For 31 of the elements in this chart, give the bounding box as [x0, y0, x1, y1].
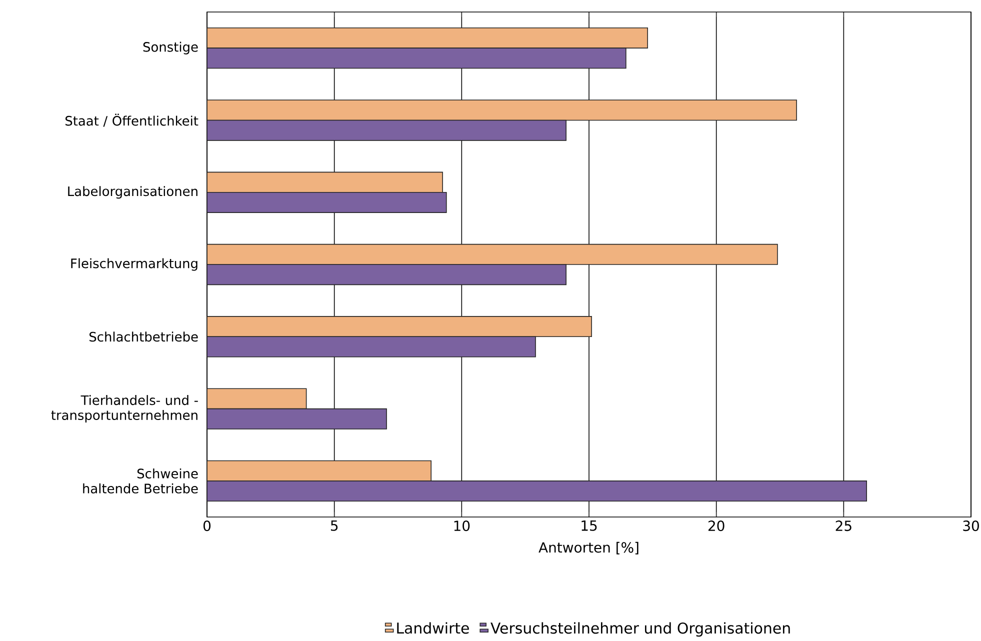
x-tick-label: 0 — [203, 520, 211, 532]
bar — [207, 27, 648, 48]
x-tick-label: 30 — [963, 520, 979, 532]
y-tick-label: Tierhandels- und -transportunternehmen — [51, 395, 198, 423]
y-tick-label: Sonstige — [143, 42, 198, 54]
bar — [207, 480, 867, 502]
legend-label: Versuchsteilnehmer und Organisationen — [490, 622, 790, 637]
bar — [207, 460, 432, 482]
y-tick-label: Schweine haltende Betriebe — [83, 468, 198, 494]
bar — [207, 336, 536, 358]
bar — [207, 192, 447, 213]
x-tick-label: 20 — [708, 520, 724, 532]
legend-label: Landwirte — [397, 622, 469, 634]
x-tick-label: 5 — [330, 520, 338, 531]
bar — [207, 120, 566, 141]
bar — [207, 264, 566, 286]
x-tick-label: 15 — [582, 520, 597, 531]
bar — [207, 316, 592, 338]
x-tick-label: 25 — [836, 520, 852, 532]
bar — [207, 408, 387, 430]
y-tick-label: Schlachtbetriebe — [89, 332, 198, 342]
bar — [207, 48, 626, 69]
bar — [207, 244, 778, 265]
x-tick-label: 10 — [454, 520, 470, 532]
bar — [207, 100, 797, 121]
y-tick-label: Staat / Öffentlichkeit — [66, 114, 198, 127]
bar — [207, 388, 307, 410]
bar — [207, 172, 443, 193]
x-axis-title: Antworten [%] — [538, 542, 638, 554]
y-tick-label: Labelorganisationen — [68, 186, 198, 199]
y-tick-label: Fleischvermarktung — [71, 258, 198, 271]
